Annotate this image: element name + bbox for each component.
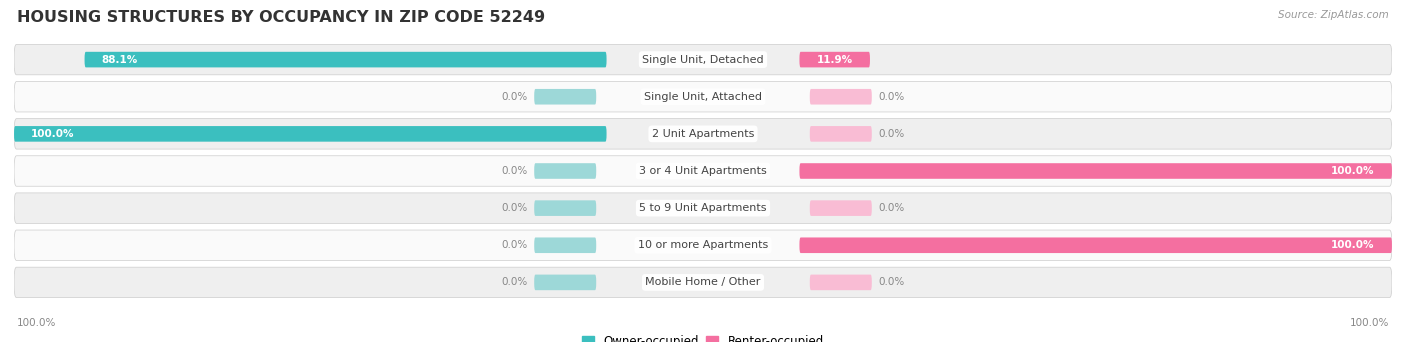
FancyBboxPatch shape: [14, 126, 606, 142]
FancyBboxPatch shape: [810, 200, 872, 216]
Text: 100.0%: 100.0%: [1331, 240, 1375, 250]
Text: 100.0%: 100.0%: [31, 129, 75, 139]
Text: Source: ZipAtlas.com: Source: ZipAtlas.com: [1278, 10, 1389, 20]
FancyBboxPatch shape: [800, 163, 1392, 179]
Text: 0.0%: 0.0%: [879, 277, 905, 287]
FancyBboxPatch shape: [534, 163, 596, 179]
Text: 100.0%: 100.0%: [17, 318, 56, 328]
FancyBboxPatch shape: [800, 52, 870, 67]
Text: 2 Unit Apartments: 2 Unit Apartments: [652, 129, 754, 139]
FancyBboxPatch shape: [84, 52, 606, 67]
FancyBboxPatch shape: [800, 237, 1392, 253]
Legend: Owner-occupied, Renter-occupied: Owner-occupied, Renter-occupied: [578, 330, 828, 342]
Text: 0.0%: 0.0%: [501, 277, 527, 287]
FancyBboxPatch shape: [534, 237, 596, 253]
FancyBboxPatch shape: [810, 89, 872, 105]
FancyBboxPatch shape: [810, 126, 872, 142]
Text: 11.9%: 11.9%: [817, 55, 852, 65]
FancyBboxPatch shape: [534, 275, 596, 290]
Text: 88.1%: 88.1%: [101, 55, 138, 65]
Text: HOUSING STRUCTURES BY OCCUPANCY IN ZIP CODE 52249: HOUSING STRUCTURES BY OCCUPANCY IN ZIP C…: [17, 10, 546, 25]
Text: 10 or more Apartments: 10 or more Apartments: [638, 240, 768, 250]
FancyBboxPatch shape: [14, 267, 1392, 298]
Text: 0.0%: 0.0%: [879, 203, 905, 213]
Text: 100.0%: 100.0%: [1350, 318, 1389, 328]
Text: 5 to 9 Unit Apartments: 5 to 9 Unit Apartments: [640, 203, 766, 213]
FancyBboxPatch shape: [14, 119, 1392, 149]
FancyBboxPatch shape: [534, 200, 596, 216]
Text: 0.0%: 0.0%: [501, 240, 527, 250]
FancyBboxPatch shape: [534, 89, 596, 105]
Text: 0.0%: 0.0%: [501, 166, 527, 176]
FancyBboxPatch shape: [14, 193, 1392, 223]
FancyBboxPatch shape: [14, 230, 1392, 261]
Text: Single Unit, Detached: Single Unit, Detached: [643, 55, 763, 65]
Text: 0.0%: 0.0%: [501, 203, 527, 213]
Text: 3 or 4 Unit Apartments: 3 or 4 Unit Apartments: [640, 166, 766, 176]
Text: 0.0%: 0.0%: [879, 129, 905, 139]
Text: Mobile Home / Other: Mobile Home / Other: [645, 277, 761, 287]
FancyBboxPatch shape: [14, 156, 1392, 186]
Text: 100.0%: 100.0%: [1331, 166, 1375, 176]
Text: 0.0%: 0.0%: [879, 92, 905, 102]
FancyBboxPatch shape: [14, 81, 1392, 112]
Text: Single Unit, Attached: Single Unit, Attached: [644, 92, 762, 102]
FancyBboxPatch shape: [14, 44, 1392, 75]
Text: 0.0%: 0.0%: [501, 92, 527, 102]
FancyBboxPatch shape: [810, 275, 872, 290]
